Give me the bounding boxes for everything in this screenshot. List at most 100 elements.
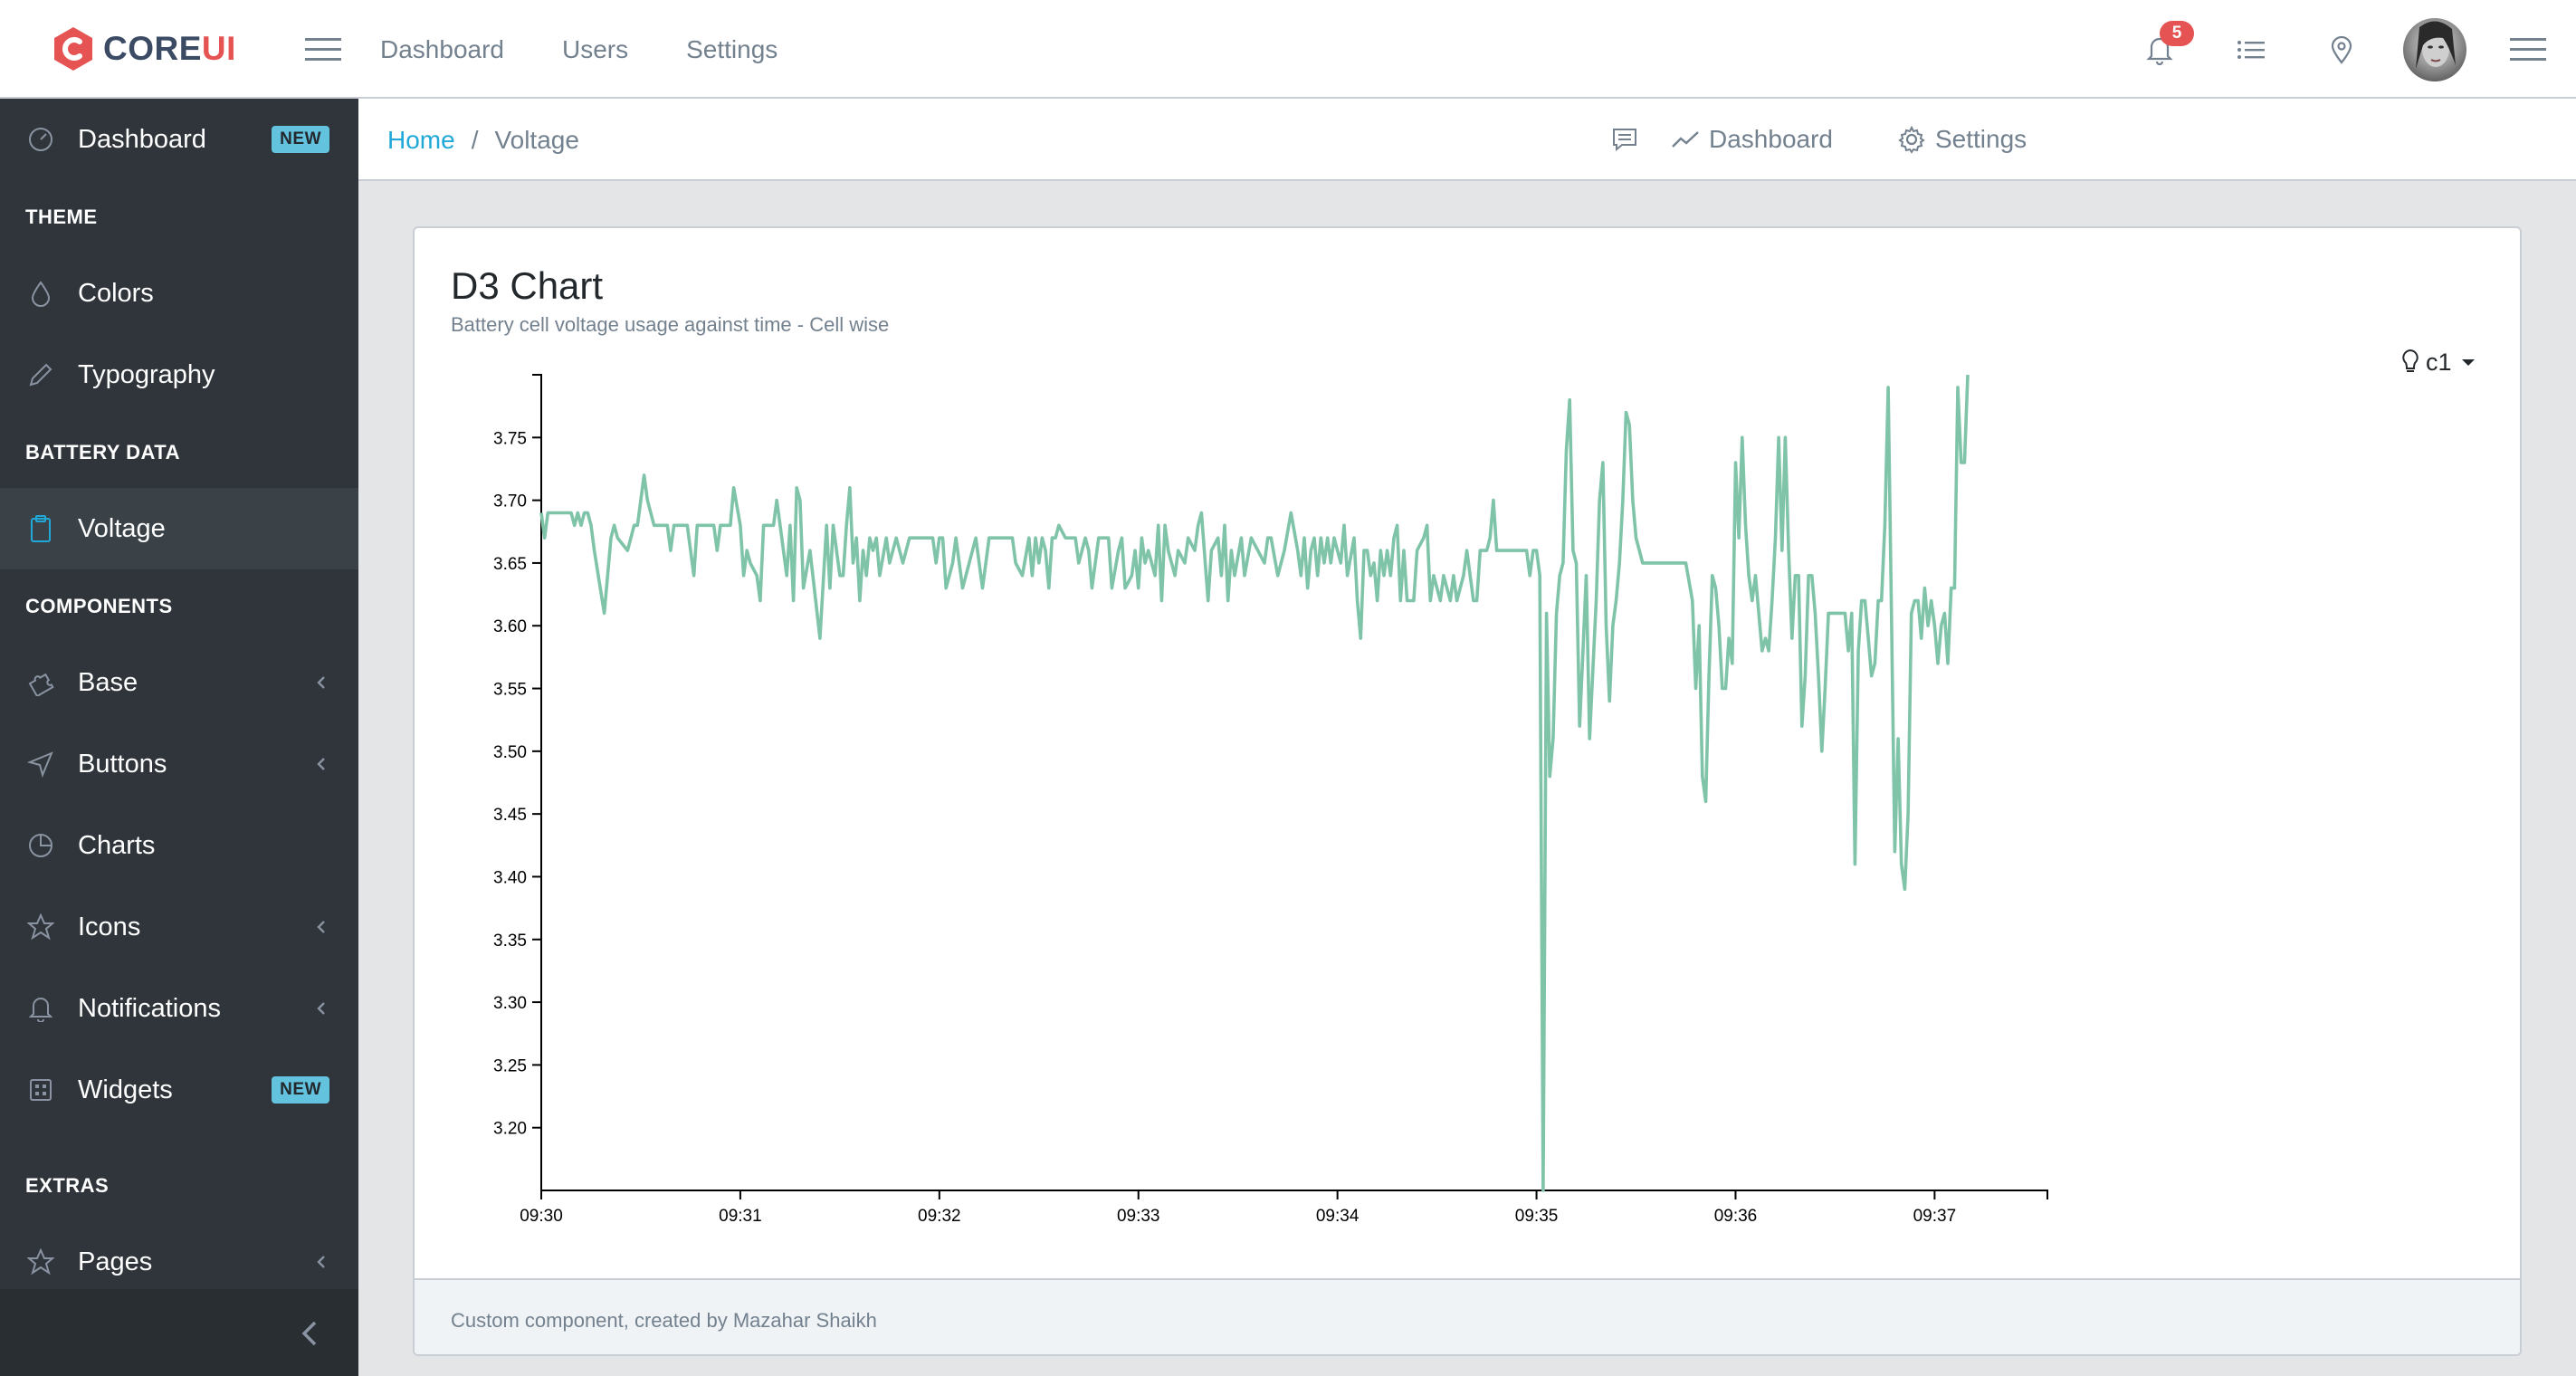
drop-icon bbox=[25, 278, 56, 309]
y-tick-label: 3.30 bbox=[493, 994, 527, 1013]
y-tick-label: 3.40 bbox=[493, 868, 527, 887]
series-dropdown-value: c1 bbox=[2426, 348, 2452, 376]
sidebar-item-widgets[interactable]: Widgets NEW bbox=[0, 1049, 358, 1131]
notifications-badge: 5 bbox=[2160, 21, 2194, 46]
chevron-left-icon bbox=[313, 1000, 329, 1017]
user-photo-icon bbox=[2416, 21, 2456, 69]
sidebar-item-label: Icons bbox=[78, 912, 141, 941]
y-tick-label: 3.60 bbox=[493, 617, 527, 636]
brand-logo[interactable]: COREUI bbox=[52, 24, 236, 74]
calculator-icon bbox=[25, 1075, 56, 1105]
sidebar-item-charts[interactable]: Charts bbox=[0, 805, 358, 886]
sidebar-item-label: Notifications bbox=[78, 993, 221, 1023]
breadcrumb-settings-link[interactable]: Settings bbox=[1897, 119, 2027, 160]
x-tick-label: 09:30 bbox=[520, 1207, 563, 1226]
breadcrumb-dashboard-link[interactable]: Dashboard bbox=[1671, 119, 1833, 160]
sidebar-title-components: COMPONENTS bbox=[25, 595, 173, 617]
series-dropdown[interactable]: c1 bbox=[2400, 344, 2476, 380]
breadcrumb-messages-button[interactable] bbox=[1611, 119, 1638, 160]
cursor-icon bbox=[25, 749, 56, 779]
avatar[interactable] bbox=[2403, 18, 2466, 81]
y-tick-label: 3.50 bbox=[493, 743, 527, 762]
sidebar-title-theme: THEME bbox=[25, 205, 98, 228]
sidebar-item-label: Pages bbox=[78, 1247, 153, 1276]
sidebar-title-extras: EXTRAS bbox=[25, 1174, 110, 1197]
pie-chart-icon bbox=[25, 830, 56, 861]
voltage-line-chart: 3.20 3.25 3.30 3.35 3.40 3.45 3.50 3.55 3.60 3.65… bbox=[493, 374, 2048, 1226]
sidebar-minimizer-button[interactable] bbox=[0, 1289, 358, 1376]
y-tick-label: 3.45 bbox=[493, 806, 527, 825]
sidebar-title-battery-data: BATTERY DATA bbox=[25, 441, 180, 463]
sidebar-item-label: Buttons bbox=[78, 749, 167, 779]
y-tick-label: 3.65 bbox=[493, 555, 527, 574]
sidebar-item-buttons[interactable]: Buttons bbox=[0, 723, 358, 805]
clipboard-icon bbox=[25, 513, 56, 544]
sidebar-item-label: Widgets bbox=[78, 1075, 173, 1104]
x-tick-label: 09:36 bbox=[1714, 1207, 1758, 1226]
chart-card: D3 Chart Battery cell voltage usage agai… bbox=[413, 226, 2522, 1356]
x-tick-label: 09:33 bbox=[1117, 1207, 1160, 1226]
breadcrumb-settings-label: Settings bbox=[1935, 125, 2027, 153]
aside-menu-icon bbox=[2510, 38, 2546, 61]
star-icon bbox=[25, 912, 56, 942]
coreui-logo-icon bbox=[54, 27, 92, 71]
tasks-button[interactable] bbox=[2231, 30, 2271, 70]
breadcrumb-current: Voltage bbox=[494, 125, 579, 154]
sidebar-item-label: Base bbox=[78, 667, 138, 697]
lightbulb-icon bbox=[2402, 349, 2419, 372]
sidebar-item-icons[interactable]: Icons bbox=[0, 886, 358, 968]
sidebar-item-label: Voltage bbox=[78, 513, 166, 543]
x-tick-label: 09:35 bbox=[1515, 1207, 1559, 1226]
sidebar-toggle-button[interactable] bbox=[302, 29, 344, 71]
graph-icon bbox=[1672, 131, 1699, 148]
x-tick-label: 09:32 bbox=[918, 1207, 961, 1226]
y-tick-label: 3.25 bbox=[493, 1056, 527, 1075]
y-tick-label: 3.20 bbox=[493, 1120, 527, 1139]
sidebar-item-label: Dashboard bbox=[78, 124, 206, 154]
sidebar-item-voltage[interactable]: Voltage bbox=[0, 488, 358, 569]
breadcrumb-separator: / bbox=[471, 125, 479, 154]
sidebar-item-typography[interactable]: Typography bbox=[0, 334, 358, 416]
breadcrumb-dashboard-label: Dashboard bbox=[1709, 125, 1833, 153]
bell-icon bbox=[25, 993, 56, 1024]
sidebar-item-dashboard[interactable]: Dashboard NEW bbox=[0, 99, 358, 180]
series-line-1 bbox=[539, 374, 1970, 1192]
new-badge: NEW bbox=[272, 126, 329, 153]
header-nav-users[interactable]: Users bbox=[561, 34, 629, 63]
menu-icon bbox=[305, 38, 341, 61]
speech-icon bbox=[1613, 129, 1636, 152]
new-badge: NEW bbox=[272, 1076, 329, 1104]
chart-axes bbox=[532, 374, 2048, 1199]
breadcrumb: Home / Voltage Dashboard Settings bbox=[358, 99, 2576, 181]
chevron-left-icon bbox=[313, 674, 329, 691]
y-tick-label: 3.55 bbox=[493, 681, 527, 700]
location-pin-icon bbox=[2331, 35, 2352, 64]
y-tick-label: 3.35 bbox=[493, 932, 527, 951]
chevron-left-icon bbox=[313, 756, 329, 772]
caret-down-icon bbox=[2461, 359, 2475, 366]
sidebar-item-label: Colors bbox=[78, 278, 154, 308]
sidebar-item-colors[interactable]: Colors bbox=[0, 253, 358, 334]
breadcrumb-home-link[interactable]: Home bbox=[387, 125, 455, 154]
chevron-left-icon bbox=[313, 1254, 329, 1270]
header-nav-dashboard[interactable]: Dashboard bbox=[380, 34, 504, 63]
y-tick-label: 3.75 bbox=[493, 429, 527, 448]
x-tick-label: 09:31 bbox=[719, 1207, 762, 1226]
location-button[interactable] bbox=[2322, 30, 2361, 70]
star-icon bbox=[25, 1247, 56, 1277]
sidebar: Dashboard NEW THEME Colors Typography BA… bbox=[0, 99, 358, 1376]
x-tick-label: 09:37 bbox=[1913, 1207, 1957, 1226]
chevron-left-icon bbox=[313, 919, 329, 935]
list-icon bbox=[2237, 41, 2265, 59]
card-subtitle: Battery cell voltage usage against time … bbox=[451, 313, 890, 336]
chevron-left-icon bbox=[301, 1321, 317, 1346]
puzzle-icon bbox=[25, 667, 56, 698]
x-tick-label: 09:34 bbox=[1316, 1207, 1360, 1226]
brand-name: COREUI bbox=[103, 30, 236, 67]
sidebar-item-base[interactable]: Base bbox=[0, 642, 358, 723]
header-nav-settings[interactable]: Settings bbox=[686, 34, 778, 63]
aside-menu-toggle-button[interactable] bbox=[2507, 29, 2549, 71]
sidebar-item-notifications[interactable]: Notifications bbox=[0, 968, 358, 1049]
sidebar-item-label: Charts bbox=[78, 830, 156, 860]
sidebar-item-pages[interactable]: Pages bbox=[0, 1221, 358, 1303]
